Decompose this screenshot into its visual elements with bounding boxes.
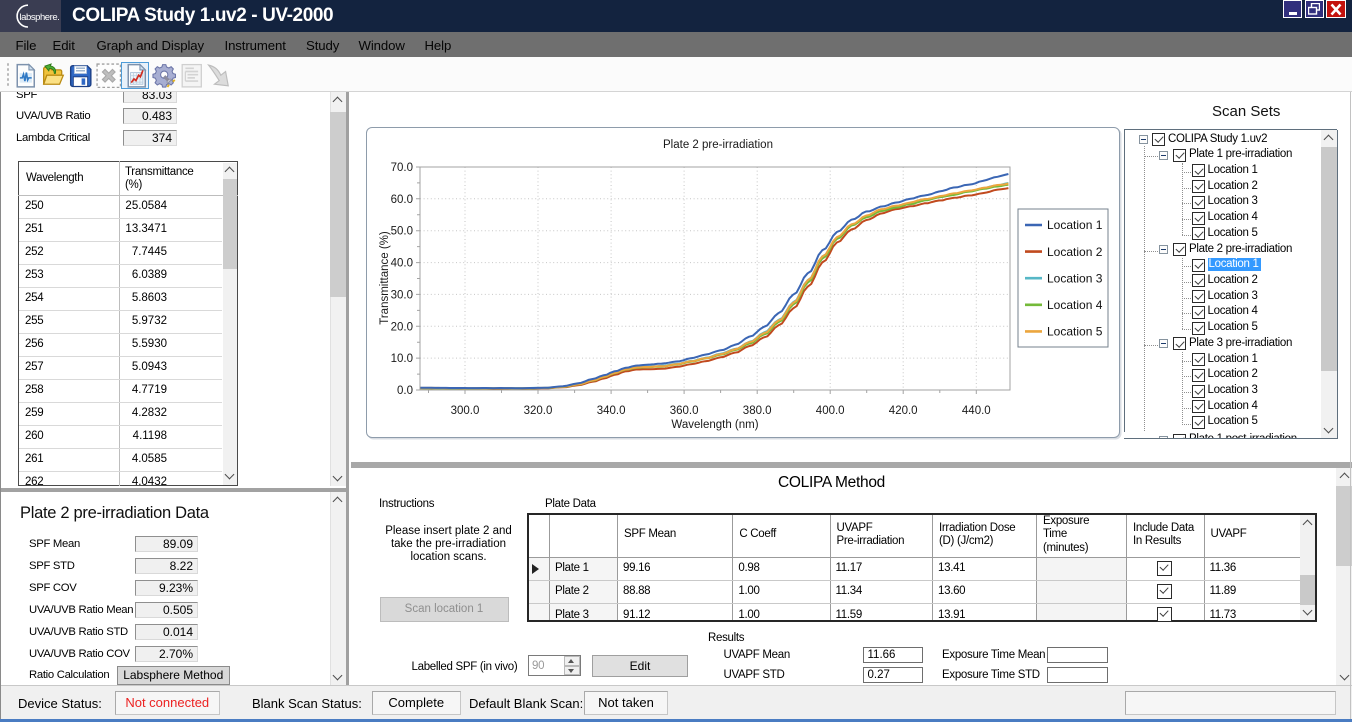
- svg-text:Wavelength (nm): Wavelength (nm): [671, 419, 758, 431]
- svg-text:Transmittance (%): Transmittance (%): [379, 231, 391, 325]
- svg-text:10.0: 10.0: [391, 353, 413, 365]
- svg-text:320.0: 320.0: [524, 405, 553, 417]
- svg-text:400.0: 400.0: [816, 405, 845, 417]
- svg-text:360.0: 360.0: [670, 405, 699, 417]
- svg-text:Location 3: Location 3: [1047, 271, 1103, 285]
- svg-text:70.0: 70.0: [391, 162, 413, 174]
- svg-text:380.0: 380.0: [743, 405, 772, 417]
- svg-text:30.0: 30.0: [391, 289, 413, 301]
- svg-text:440.0: 440.0: [962, 405, 991, 417]
- svg-text:420.0: 420.0: [889, 405, 918, 417]
- svg-text:300.0: 300.0: [451, 405, 480, 417]
- svg-text:Location 1: Location 1: [1047, 218, 1103, 232]
- svg-text:340.0: 340.0: [597, 405, 626, 417]
- svg-text:20.0: 20.0: [391, 321, 413, 333]
- svg-text:40.0: 40.0: [391, 258, 413, 270]
- svg-text:60.0: 60.0: [391, 194, 413, 206]
- svg-text:Location 5: Location 5: [1047, 325, 1103, 339]
- svg-text:Plate 2 pre-irradiation: Plate 2 pre-irradiation: [663, 139, 773, 151]
- svg-text:0.0: 0.0: [397, 385, 413, 397]
- svg-text:Location 4: Location 4: [1047, 298, 1103, 312]
- svg-text:Location 2: Location 2: [1047, 245, 1103, 259]
- svg-text:50.0: 50.0: [391, 226, 413, 238]
- svg-text:labsphere.: labsphere.: [20, 12, 60, 23]
